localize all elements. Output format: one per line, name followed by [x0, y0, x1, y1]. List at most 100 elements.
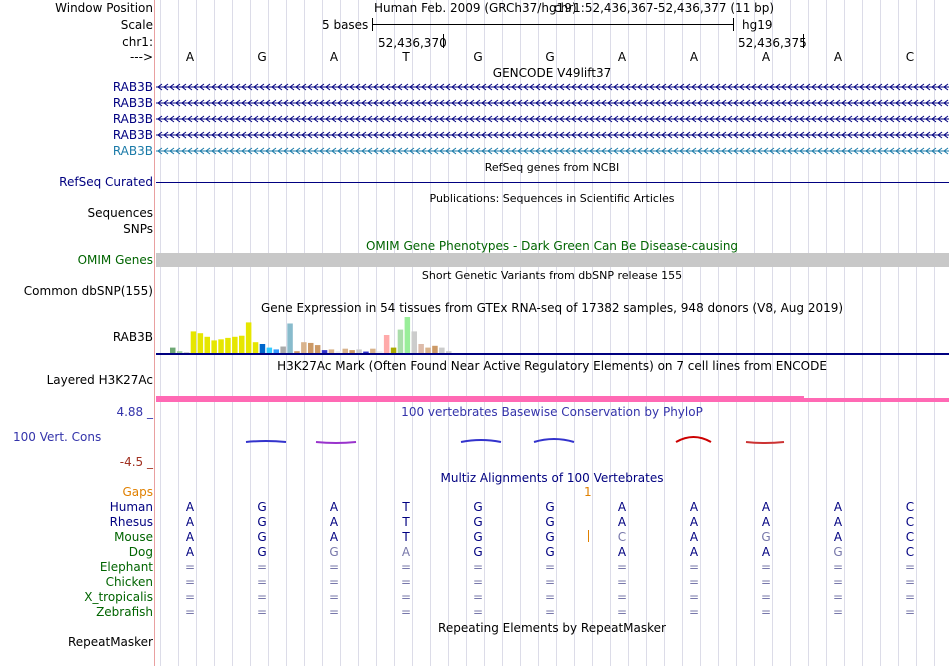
strand-chevron	[313, 147, 319, 155]
gaps-label[interactable]: Gaps	[122, 485, 153, 499]
strand-chevron	[625, 147, 631, 155]
species-label[interactable]: Mouse	[114, 530, 153, 544]
strand-chevron	[307, 147, 313, 155]
strand-chevron	[859, 131, 865, 139]
strand-chevron	[685, 131, 691, 139]
conservation-peak	[315, 441, 357, 444]
omim-gene-bar[interactable]	[156, 253, 949, 267]
strand-chevron	[475, 99, 481, 107]
strand-chevron	[685, 83, 691, 91]
strand-chevron	[349, 83, 355, 91]
strand-chevron	[211, 115, 217, 123]
strand-chevron	[787, 131, 793, 139]
strand-chevron	[169, 147, 175, 155]
strand-chevron	[457, 131, 463, 139]
strand-chevron	[529, 83, 535, 91]
strand-chevron	[361, 83, 367, 91]
strand-chevron	[769, 99, 775, 107]
aligned-base: =	[760, 605, 772, 619]
gencode-transcript[interactable]	[156, 130, 949, 140]
strand-chevron	[907, 115, 913, 123]
strand-chevron	[253, 131, 259, 139]
strand-chevron	[937, 115, 943, 123]
strand-chevron	[373, 115, 379, 123]
refseq-gene-line[interactable]	[156, 182, 949, 183]
species-label[interactable]: Human	[109, 500, 153, 514]
species-label[interactable]: Zebrafish	[96, 605, 153, 619]
strand-chevron	[601, 131, 607, 139]
cons-label[interactable]: 100 Vert. Cons	[13, 430, 102, 444]
strand-chevron	[247, 83, 253, 91]
strand-chevron	[823, 83, 829, 91]
grid-line	[232, 0, 233, 666]
gtex-tissue-bar	[328, 349, 335, 353]
conservation-peak	[675, 436, 712, 443]
aligned-base: A	[689, 500, 699, 514]
aligned-base: =	[184, 575, 196, 589]
gencode-gene-label[interactable]: RAB3B	[112, 128, 153, 142]
strand-chevron	[715, 83, 721, 91]
repeatmasker-label[interactable]: RepeatMasker	[67, 635, 153, 649]
gtex-label[interactable]: RAB3B	[112, 330, 153, 344]
strand-chevron	[283, 147, 289, 155]
strand-chevron	[385, 99, 391, 107]
gtex-expression-chart[interactable]	[156, 314, 949, 356]
grid-line	[898, 0, 899, 666]
gencode-transcript[interactable]	[156, 114, 949, 124]
refseq-label[interactable]: RefSeq Curated	[59, 175, 153, 189]
conservation-wiggle[interactable]	[156, 430, 949, 454]
strand-chevron	[379, 147, 385, 155]
strand-chevron	[409, 115, 415, 123]
strand-chevron	[493, 99, 499, 107]
h3k27ac-label[interactable]: Layered H3K27Ac	[46, 373, 153, 387]
species-label[interactable]: Dog	[128, 545, 153, 559]
strand-chevron	[169, 131, 175, 139]
strand-chevron	[559, 131, 565, 139]
species-label[interactable]: X_tropicalis	[84, 590, 153, 604]
strand-chevron	[931, 99, 937, 107]
strand-chevron	[817, 115, 823, 123]
gencode-gene-label[interactable]: RAB3B	[112, 112, 153, 126]
strand-chevron	[919, 99, 925, 107]
strand-chevron	[757, 115, 763, 123]
strand-chevron	[157, 99, 163, 107]
gencode-transcript[interactable]	[156, 146, 949, 156]
strand-chevron	[325, 115, 331, 123]
omim-label[interactable]: OMIM Genes	[77, 253, 153, 267]
species-label[interactable]: Chicken	[105, 575, 153, 589]
aligned-base: =	[400, 590, 412, 604]
strand-chevron	[649, 99, 655, 107]
coord-tick-2	[803, 34, 804, 48]
gencode-gene-label[interactable]: RAB3B	[112, 144, 153, 158]
strand-chevron	[841, 131, 847, 139]
sequences-label[interactable]: Sequences	[87, 206, 153, 220]
strand-chevron	[829, 99, 835, 107]
strand-chevron	[247, 131, 253, 139]
strand-chevron	[253, 83, 259, 91]
strand-chevron	[661, 147, 667, 155]
gencode-gene-label[interactable]: RAB3B	[112, 80, 153, 94]
grid-line	[430, 0, 431, 666]
strand-chevron	[361, 99, 367, 107]
gencode-gene-label[interactable]: RAB3B	[112, 96, 153, 110]
cons-bottom-value: -4.5 _	[119, 455, 153, 469]
strand-chevron	[721, 83, 727, 91]
strand-chevron	[745, 99, 751, 107]
strand-chevron	[577, 115, 583, 123]
strand-chevron	[373, 131, 379, 139]
strand-chevron	[655, 147, 661, 155]
strand-chevron	[259, 83, 265, 91]
gencode-transcript[interactable]	[156, 98, 949, 108]
dbsnp-label[interactable]: Common dbSNP(155)	[23, 284, 153, 298]
gencode-transcript[interactable]	[156, 82, 949, 92]
strand-chevron	[751, 99, 757, 107]
snps-label[interactable]: SNPs	[123, 222, 153, 236]
strand-chevron	[625, 99, 631, 107]
strand-chevron	[541, 131, 547, 139]
aligned-base: =	[328, 575, 340, 589]
strand-chevron	[817, 99, 823, 107]
strand-chevron	[445, 147, 451, 155]
species-label[interactable]: Elephant	[99, 560, 153, 574]
species-label[interactable]: Rhesus	[109, 515, 153, 529]
